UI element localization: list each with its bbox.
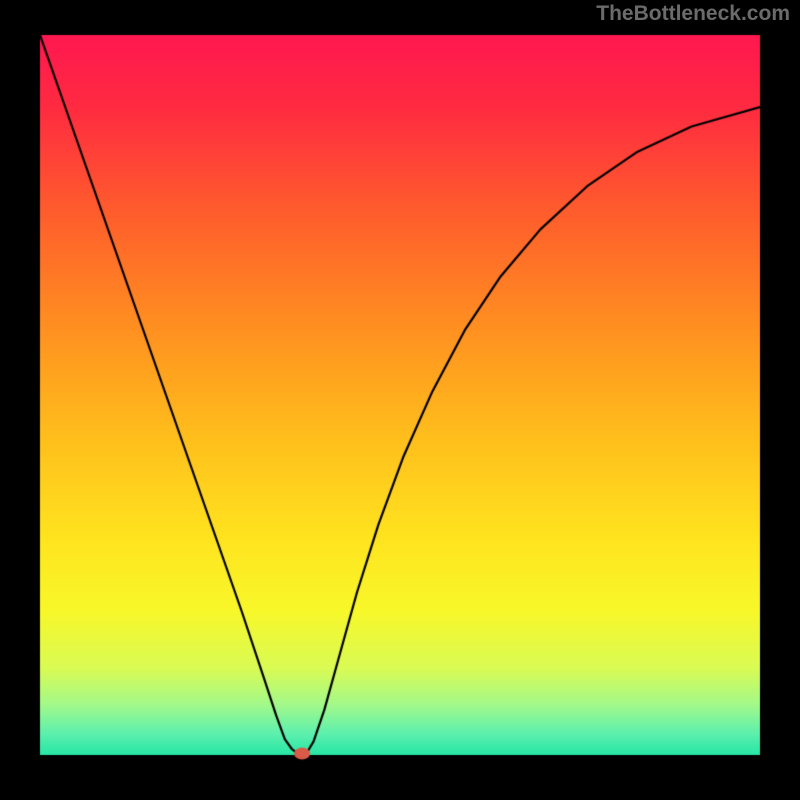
chart-container: TheBottleneck.com [0, 0, 800, 800]
watermark-text: TheBottleneck.com [596, 2, 790, 26]
bottleneck-chart [0, 0, 800, 800]
